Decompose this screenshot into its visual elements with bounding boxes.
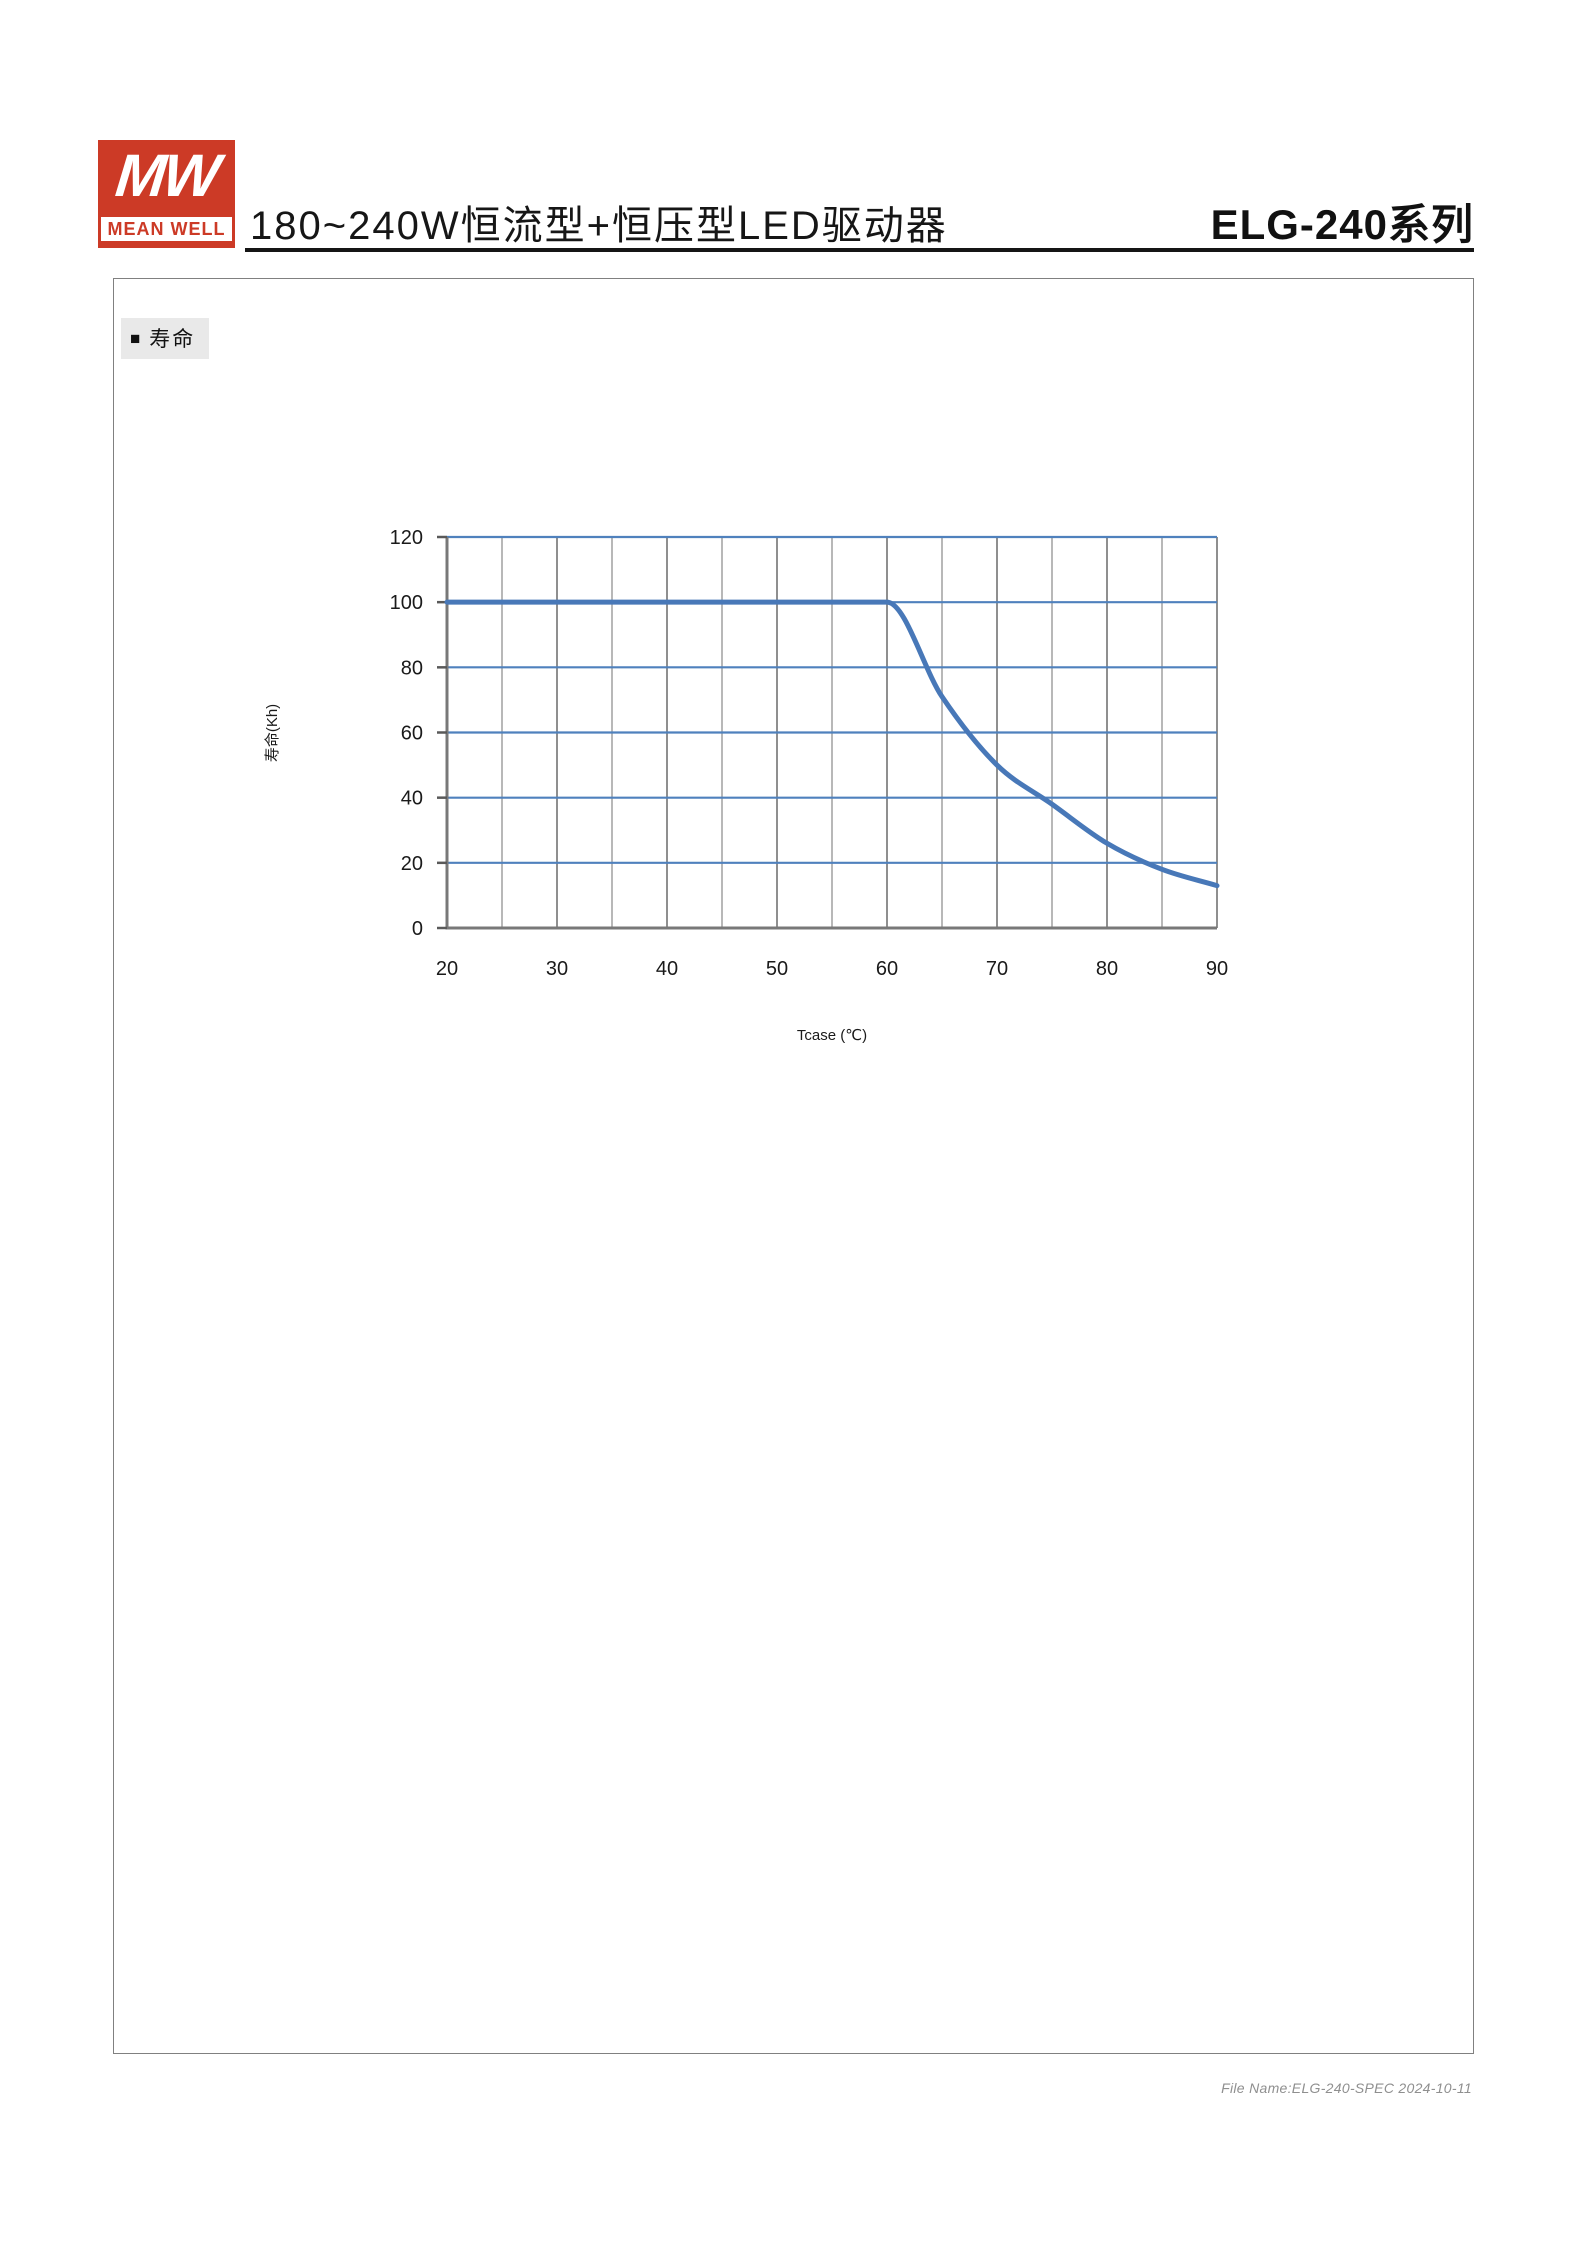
square-bullet-icon: ■ [130, 328, 141, 348]
y-tick-label: 40 [401, 788, 423, 810]
y-tick-label: 20 [401, 853, 423, 875]
page-title: 180~240W恒流型+恒压型LED驱动器 [250, 204, 948, 248]
y-tick-label: 80 [401, 657, 423, 679]
x-tick-label: 80 [1096, 958, 1118, 980]
y-axis-title: 寿命(Kh) [263, 704, 281, 762]
meanwell-logo: MW MEAN WELL [98, 140, 235, 248]
section-label-text: 寿命 [149, 327, 196, 351]
x-tick-label: 60 [876, 958, 898, 980]
x-tick-label: 40 [656, 958, 678, 980]
y-tick-label: 100 [390, 592, 423, 614]
x-axis-title: Tcase (℃) [797, 1027, 867, 1044]
y-tick-label: 0 [412, 918, 423, 940]
x-tick-label: 20 [436, 958, 458, 980]
title-underline [245, 248, 1474, 252]
file-name-note: File Name:ELG-240-SPEC 2024-10-11 [1221, 2080, 1472, 2096]
logo-brand-band: MEAN WELL [101, 217, 232, 241]
x-tick-label: 30 [546, 958, 568, 980]
y-tick-label: 60 [401, 723, 423, 745]
mw-logo-icon: MW [112, 141, 221, 209]
x-tick-label: 70 [986, 958, 1008, 980]
series-title: ELG-240系列 [1210, 201, 1474, 248]
section-label-life: ■ 寿命 [121, 318, 210, 359]
x-tick-label: 50 [766, 958, 788, 980]
x-tick-label: 90 [1206, 958, 1228, 980]
y-tick-label: 120 [390, 527, 423, 549]
content-box [113, 278, 1474, 2054]
life-curve [444, 599, 1220, 889]
logo-brand-text: MEAN WELL [107, 218, 226, 239]
life-expectancy-chart: 0 20 40 60 80 100 120 20 30 40 50 60 70 80 90 Tcase (℃)… [263, 527, 1228, 1044]
